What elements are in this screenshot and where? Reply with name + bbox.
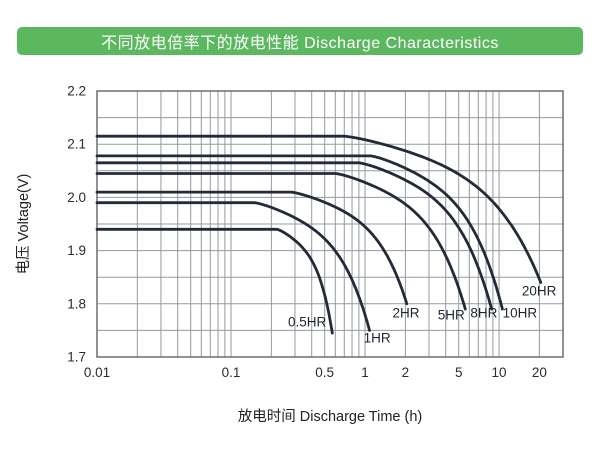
- y-tick-label: 1.8: [67, 296, 86, 311]
- curve-20hr: [95, 134, 543, 284]
- x-tick-label: 20: [532, 365, 547, 380]
- x-tick-label: 10: [492, 365, 507, 380]
- chart-title-bar: 不同放电倍率下的放电性能 Discharge Characteristics: [17, 27, 583, 55]
- chart-svg: 0.01 0.1 0.5 1 2 5 10 20 2.2 2.1 2.0 1.9 1.8 1.7 0.5H…: [15, 84, 564, 425]
- x-tick-label: 0.01: [84, 365, 110, 380]
- curve-label-20hr: 20HR: [522, 284, 557, 299]
- y-tick-label: 2.0: [67, 190, 86, 205]
- chart-title: 不同放电倍率下的放电性能 Discharge Characteristics: [101, 35, 499, 52]
- curve-2hr: [95, 190, 409, 306]
- curve-label-8hr: 8HR: [470, 305, 497, 320]
- curve-0.5hr: [95, 227, 334, 335]
- curve-label-0.5hr: 0.5HR: [288, 314, 327, 329]
- curve-label-10hr: 10HR: [503, 305, 538, 320]
- tick-label-layer: 0.01 0.1 0.5 1 2 5 10 20 2.2 2.1 2.0 1.9 1.8 1.7: [67, 84, 547, 381]
- plot-border: [96, 90, 564, 358]
- x-tick-label: 2: [402, 365, 410, 380]
- discharge-chart: 0.01 0.1 0.5 1 2 5 10 20 2.2 2.1 2.0 1.9 1.8 1.7 0.5H…: [0, 80, 600, 451]
- x-axis-title: 放电时间 Discharge Time (h): [238, 408, 423, 425]
- x-tick-label: 1: [361, 365, 369, 380]
- y-tick-label: 2.2: [67, 84, 86, 99]
- y-tick-label: 2.1: [67, 137, 86, 152]
- curve-label-1hr: 1HR: [364, 330, 391, 345]
- curve-5hr: [95, 172, 467, 311]
- curve-label-5hr: 5HR: [438, 307, 465, 322]
- curve-10hr: [95, 154, 504, 311]
- x-tick-label: 5: [455, 365, 463, 380]
- border-layer: [96, 90, 564, 358]
- x-tick-label: 0.1: [222, 365, 241, 380]
- curve-label-2hr: 2HR: [392, 305, 419, 320]
- curve-8hr: [95, 161, 493, 311]
- curve-layer: [95, 134, 543, 335]
- x-tick-label: 0.5: [315, 365, 334, 380]
- y-axis-title: 电压 Voltage(V): [15, 174, 32, 275]
- y-tick-label: 1.9: [67, 243, 86, 258]
- y-tick-label: 1.7: [67, 350, 86, 365]
- curve-1hr: [95, 201, 371, 332]
